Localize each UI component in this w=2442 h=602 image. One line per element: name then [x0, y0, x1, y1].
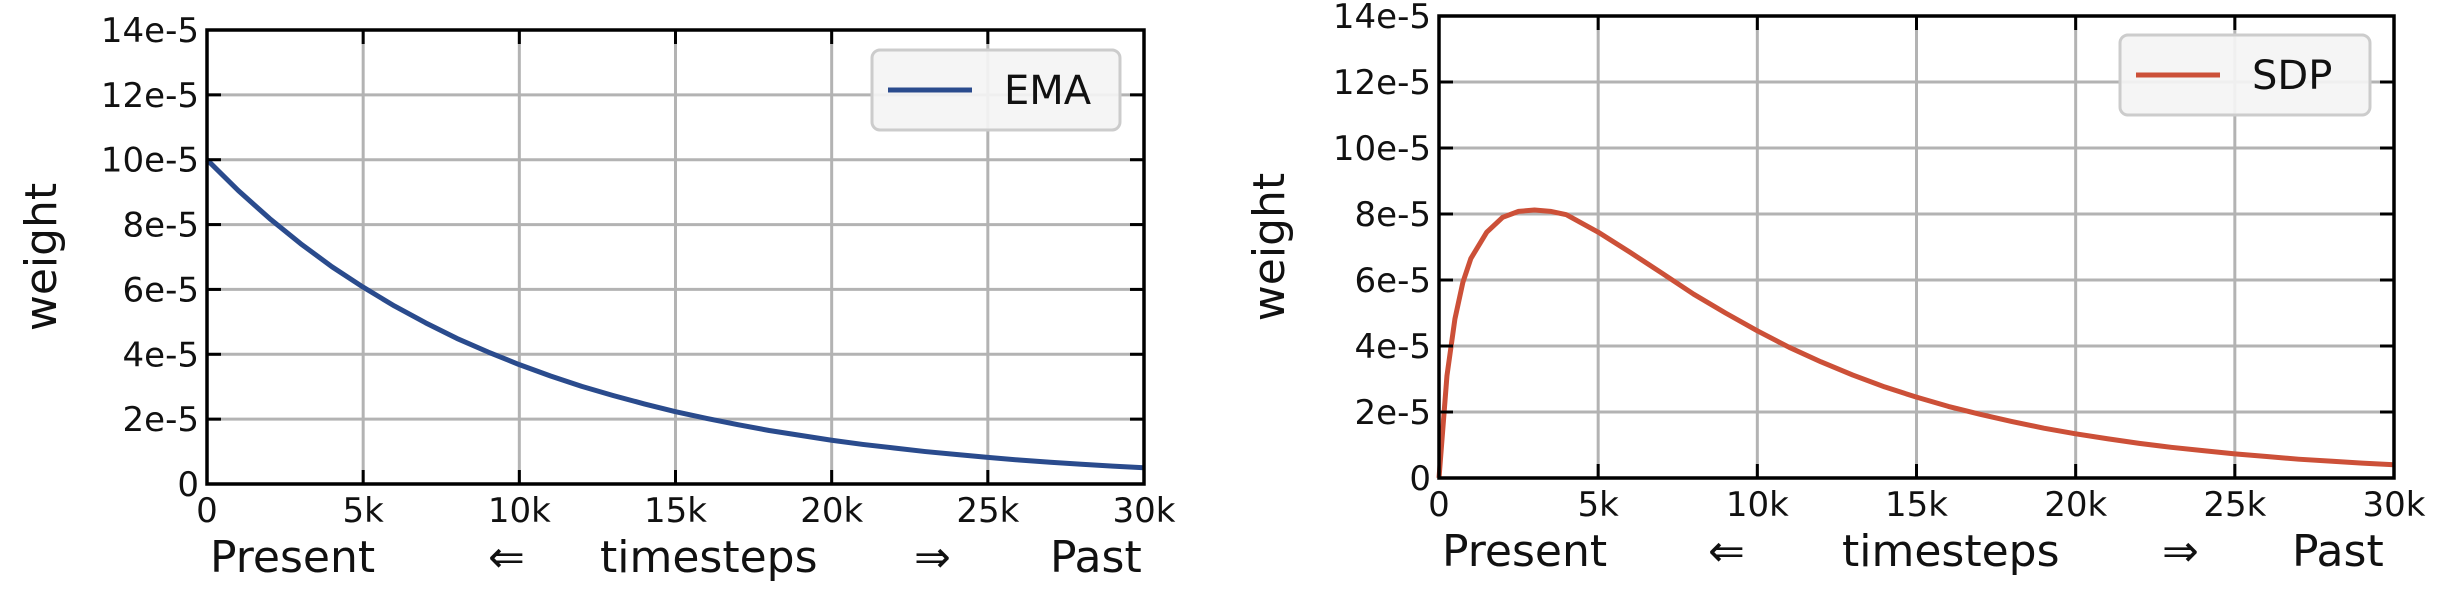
x-tick-label: 25k: [956, 491, 1019, 531]
x-tick-label: 0: [196, 491, 218, 531]
y-tick-label: 12e-5: [1333, 63, 1431, 103]
y-tick-label: 8e-5: [123, 206, 199, 246]
y-axis-label: weight: [1244, 173, 1295, 321]
x-tick-label: 20k: [2044, 485, 2107, 525]
legend-label: SDP: [2252, 53, 2332, 99]
y-axis-label: weight: [16, 183, 67, 331]
x-tick-label: 5k: [1578, 485, 1620, 525]
x-tick-label: 25k: [2203, 485, 2266, 525]
x-axis-label-part: ⇒: [2162, 526, 2199, 577]
x-tick-label: 15k: [1885, 485, 1948, 525]
x-axis-label-part: Present: [210, 532, 375, 583]
x-axis-label-part: timesteps: [1842, 526, 2060, 577]
y-tick-label: 14e-5: [1333, 0, 1431, 37]
x-axis-label-part: Present: [1442, 526, 1607, 577]
y-tick-label: 4e-5: [123, 335, 199, 375]
legend: EMA: [870, 48, 1122, 132]
x-tick-label: 30k: [1113, 491, 1176, 531]
x-tick-label: 10k: [488, 491, 551, 531]
series-line-sdp: [1436, 207, 2395, 479]
x-axis-label-part: ⇒: [914, 532, 951, 583]
y-tick-label: 0: [1409, 459, 1431, 499]
x-axis-label-part: timesteps: [600, 532, 818, 583]
y-tick-label: 8e-5: [1355, 195, 1431, 235]
x-axis-label-part: ⇐: [1708, 526, 1745, 577]
x-tick-label: 30k: [2363, 485, 2426, 525]
x-axis-label-part: Past: [2292, 526, 2384, 577]
x-tick-label: 0: [1428, 485, 1450, 525]
y-tick-label: 6e-5: [1355, 261, 1431, 301]
y-tick-label: 10e-5: [101, 141, 199, 181]
sdp-chart-panel: 0 5k 10k 15k 20k 25k 30k 0 2e-5 4e-5 6e-5 8e-5 10e-5…: [1244, 0, 2426, 577]
ema-chart-panel: 0 5k 10k 15k 20k 25k 30k 0 2e-5 4e-5 6e-5 8e-5 10e-5…: [16, 11, 1176, 583]
x-tick-label: 5k: [343, 491, 385, 531]
x-axis-label-part: Past: [1050, 532, 1142, 583]
x-tick-label: 10k: [1726, 485, 1789, 525]
y-tick-label: 6e-5: [123, 270, 199, 310]
x-tick-label: 20k: [800, 491, 863, 531]
y-tick-label: 2e-5: [1355, 393, 1431, 433]
y-tick-label: 4e-5: [1355, 327, 1431, 367]
y-tick-label: 2e-5: [123, 400, 199, 440]
y-tick-label: 12e-5: [101, 76, 199, 116]
legend: SDP: [2118, 33, 2372, 117]
y-tick-label: 14e-5: [101, 11, 199, 51]
x-tick-label: 15k: [644, 491, 707, 531]
x-axis-label-part: ⇐: [488, 532, 525, 583]
y-tick-label: 0: [177, 465, 199, 505]
legend-box: [870, 48, 1122, 132]
y-tick-label: 10e-5: [1333, 129, 1431, 169]
series-line-ema: [205, 157, 1145, 471]
legend-label: EMA: [1004, 68, 1092, 114]
legend-box: [2118, 33, 2372, 117]
